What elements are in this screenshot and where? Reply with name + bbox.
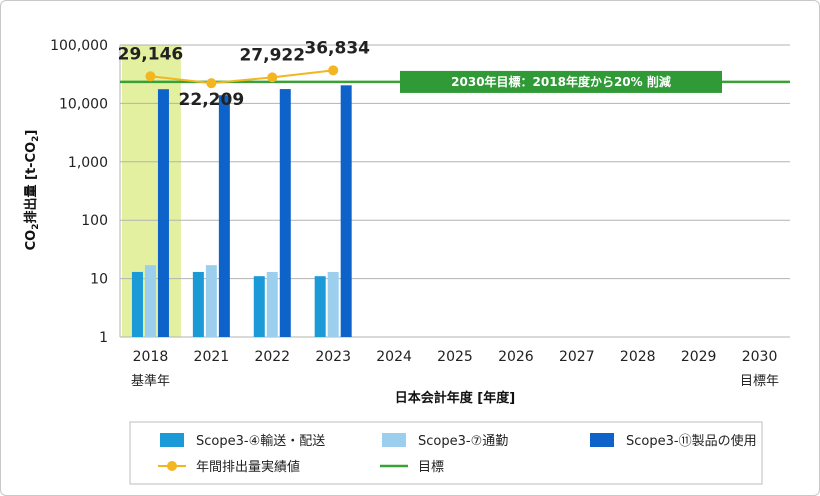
data-label-2022: 27,922 — [239, 45, 305, 65]
x-tick-label: 2023 — [315, 349, 351, 365]
x-tick-note: 目標年 — [740, 374, 779, 389]
annual-emissions-point-2021 — [206, 78, 217, 89]
annual-emissions-point-2018 — [145, 71, 156, 82]
bar-1-2018 — [131, 271, 143, 337]
legend-swatch — [160, 433, 184, 447]
x-tick-label: 2021 — [194, 349, 230, 365]
bar-3-2021 — [218, 95, 230, 337]
bar-2-2022 — [266, 271, 278, 337]
bar-1-2022 — [253, 276, 265, 337]
x-tick-label: 2028 — [620, 349, 656, 365]
legend-label: Scope3-⑪製品の使用 — [626, 433, 757, 449]
y-tick-label: 10,000 — [59, 96, 108, 112]
data-label-2021: 22,209 — [179, 90, 245, 110]
annual-emissions-point-2023 — [328, 65, 339, 76]
x-tick-label: 2025 — [437, 349, 473, 365]
y-tick-label: 100,000 — [50, 38, 108, 54]
bar-3-2018 — [157, 89, 169, 338]
y-axis-title: CO2排出量 [t-CO2] — [23, 130, 41, 251]
bar-1-2021 — [192, 271, 204, 337]
bar-2-2018 — [144, 265, 156, 337]
legend-swatch — [382, 433, 406, 447]
legend-label: Scope3-⑦通勤 — [418, 434, 508, 449]
x-axis-title: 日本会計年度 [年度] — [395, 390, 515, 406]
target-annotation-box — [400, 70, 722, 93]
bar-1-2023 — [314, 276, 326, 337]
x-tick-label: 2022 — [254, 349, 290, 365]
data-label-2018: 29,146 — [118, 44, 184, 64]
annual-emissions-line — [150, 69, 334, 85]
annual-emissions-point-2022 — [267, 72, 278, 83]
y-tick-label: 10 — [90, 272, 108, 288]
bar-3-2023 — [340, 85, 352, 337]
x-tick-label: 2018 — [133, 349, 169, 365]
bar-3-2022 — [279, 89, 291, 337]
x-tick-label: 2027 — [559, 349, 595, 365]
x-tick-label: 2030 — [742, 349, 778, 365]
bar-2-2023 — [327, 271, 339, 337]
legend-swatch — [590, 433, 614, 447]
legend-marker — [167, 461, 177, 471]
y-tick-label: 100 — [81, 213, 108, 229]
legend-label: 年間排出量実績値 — [196, 459, 300, 475]
target-annotation: 2030年目標：2018年度から20% 削減 — [451, 74, 671, 89]
bar-2-2021 — [205, 265, 217, 337]
legend-label: Scope3-④輸送・配送 — [196, 434, 325, 449]
x-tick-label: 2029 — [681, 349, 717, 365]
x-tick-label: 2024 — [376, 349, 412, 365]
legend-box — [129, 421, 763, 485]
x-tick-label: 2026 — [498, 349, 534, 365]
x-tick-note: 基準年 — [131, 373, 170, 389]
y-tick-label: 1 — [99, 330, 108, 346]
y-tick-label: 1,000 — [68, 155, 108, 171]
legend-label: 目標 — [418, 460, 444, 475]
data-label-2023: 36,834 — [304, 38, 370, 58]
